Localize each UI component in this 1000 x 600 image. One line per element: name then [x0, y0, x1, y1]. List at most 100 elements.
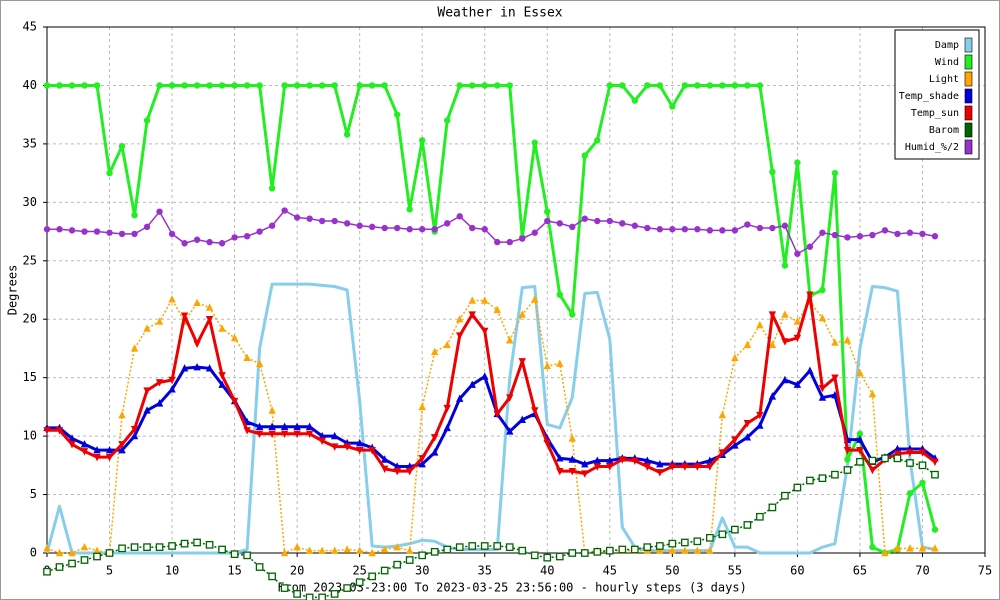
point — [380, 545, 389, 553]
point — [218, 372, 226, 380]
point — [844, 234, 851, 241]
point — [456, 213, 463, 220]
legend-swatch — [964, 122, 973, 138]
point — [305, 546, 314, 554]
point — [818, 384, 827, 393]
point — [80, 448, 89, 456]
point — [731, 353, 739, 361]
point — [518, 310, 526, 318]
point — [506, 238, 513, 246]
point — [856, 368, 864, 377]
point — [68, 559, 76, 568]
point — [656, 226, 664, 233]
point — [43, 82, 51, 89]
point — [318, 217, 326, 225]
point — [494, 82, 501, 89]
point — [619, 220, 626, 227]
point — [681, 82, 689, 89]
point — [568, 549, 577, 557]
point — [55, 427, 64, 435]
point — [594, 137, 601, 144]
point — [493, 305, 501, 314]
point — [731, 525, 739, 534]
point — [205, 364, 214, 372]
point — [281, 82, 288, 89]
point — [481, 327, 489, 336]
point — [731, 436, 739, 444]
point — [894, 230, 901, 238]
point — [256, 82, 263, 89]
point — [606, 456, 614, 464]
y-tick-label: 30 — [23, 195, 37, 209]
point — [230, 550, 239, 559]
point — [794, 159, 801, 166]
point — [781, 310, 789, 318]
point — [368, 82, 376, 89]
point — [531, 295, 539, 303]
point — [305, 430, 314, 438]
point — [906, 490, 914, 497]
point — [581, 152, 588, 159]
point — [105, 549, 114, 557]
point — [306, 215, 313, 222]
point — [206, 82, 213, 89]
point — [693, 463, 702, 471]
point — [618, 456, 627, 464]
point — [793, 334, 802, 343]
x-tick-label: 25 — [352, 564, 366, 578]
point — [143, 324, 151, 332]
point — [768, 340, 777, 349]
point — [431, 347, 439, 356]
point — [43, 567, 51, 576]
point — [756, 320, 764, 329]
point — [580, 549, 589, 557]
point — [93, 552, 101, 561]
point — [706, 82, 714, 89]
point — [531, 229, 538, 236]
point — [530, 551, 539, 560]
point — [155, 543, 164, 552]
point — [831, 231, 839, 239]
point — [655, 542, 664, 550]
point — [393, 111, 401, 118]
point — [893, 450, 902, 458]
point — [381, 82, 388, 89]
point — [280, 422, 289, 430]
point — [330, 443, 339, 451]
point — [869, 231, 876, 239]
point — [506, 427, 514, 435]
y-tick-label: 40 — [23, 78, 37, 92]
point — [781, 491, 789, 500]
point — [330, 431, 339, 440]
point — [68, 441, 76, 449]
point — [568, 455, 576, 463]
legend-swatch — [964, 105, 973, 121]
point — [756, 224, 764, 232]
point — [643, 543, 652, 552]
point — [168, 230, 176, 238]
x-tick-label: 5 — [106, 564, 113, 578]
point — [869, 543, 876, 551]
point — [719, 82, 726, 89]
point — [831, 338, 839, 346]
point — [218, 240, 226, 247]
point — [181, 82, 188, 89]
point — [255, 430, 264, 438]
point — [881, 548, 889, 557]
y-tick-label: 15 — [23, 370, 37, 384]
point — [405, 546, 414, 554]
point — [481, 226, 488, 233]
point — [443, 423, 451, 432]
point — [55, 563, 64, 571]
legend-swatch — [964, 37, 973, 53]
point — [505, 543, 514, 552]
point — [581, 470, 589, 478]
point — [494, 238, 501, 246]
point — [743, 521, 752, 529]
point — [55, 548, 64, 557]
point — [293, 82, 301, 89]
point — [280, 584, 289, 592]
point — [519, 235, 526, 242]
point — [330, 546, 339, 554]
point — [630, 545, 639, 554]
